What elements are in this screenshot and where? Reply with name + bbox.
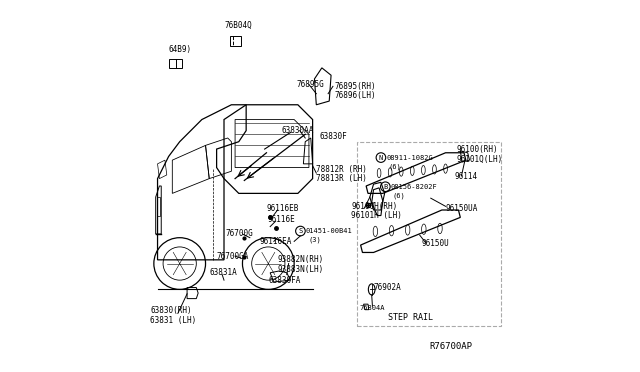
Text: 76896(LH): 76896(LH) (335, 91, 376, 100)
Text: 76700G: 76700G (226, 230, 253, 238)
Text: STEP RAIL: STEP RAIL (388, 312, 433, 321)
Text: 96114: 96114 (455, 171, 478, 180)
Text: 96101H (LH): 96101H (LH) (351, 211, 403, 220)
Text: 63830FA: 63830FA (268, 276, 301, 285)
Text: 63830AA: 63830AA (281, 126, 314, 135)
Text: 76804A: 76804A (360, 305, 385, 311)
Text: B: B (383, 184, 387, 190)
Text: 96116EA: 96116EA (259, 237, 291, 246)
Text: 96100H(RH): 96100H(RH) (351, 202, 397, 211)
Text: 76B04Q: 76B04Q (224, 21, 252, 30)
Text: 63831A: 63831A (209, 268, 237, 277)
Text: 96116EB: 96116EB (266, 203, 299, 213)
Text: 96116E: 96116E (268, 215, 295, 224)
Text: 76895G: 76895G (296, 80, 324, 89)
Text: R76700AP: R76700AP (429, 342, 472, 351)
Text: (3): (3) (308, 236, 321, 243)
Text: 63831 (LH): 63831 (LH) (150, 315, 196, 324)
Text: 96100(RH): 96100(RH) (456, 145, 498, 154)
Text: 96101Q(LH): 96101Q(LH) (456, 155, 503, 164)
Text: (6): (6) (388, 163, 401, 170)
Text: 76895(RH): 76895(RH) (335, 82, 376, 91)
Text: 76700GA: 76700GA (216, 251, 249, 261)
Bar (230, 36, 241, 46)
Text: 78812R (RH): 78812R (RH) (316, 165, 367, 174)
Text: 96150U: 96150U (422, 239, 449, 248)
Bar (168, 59, 182, 68)
Text: 01451-00B41: 01451-00B41 (306, 228, 353, 234)
Text: 63830F: 63830F (320, 132, 348, 141)
Text: 76902A: 76902A (374, 283, 401, 292)
Text: N: N (379, 155, 383, 161)
Text: 08156-8202F: 08156-8202F (391, 184, 438, 190)
Text: 64B9): 64B9) (168, 45, 192, 54)
Text: 93883N(LH): 93883N(LH) (278, 264, 324, 273)
Text: 08911-1082G: 08911-1082G (387, 155, 433, 161)
Bar (157, 197, 161, 215)
Text: 96150UA: 96150UA (445, 204, 478, 214)
Text: (6): (6) (393, 192, 406, 199)
Text: 93882N(RH): 93882N(RH) (278, 255, 324, 264)
Text: 63830(RH): 63830(RH) (150, 306, 192, 315)
Text: S: S (298, 228, 303, 234)
Text: 78813R (LH): 78813R (LH) (316, 174, 367, 183)
